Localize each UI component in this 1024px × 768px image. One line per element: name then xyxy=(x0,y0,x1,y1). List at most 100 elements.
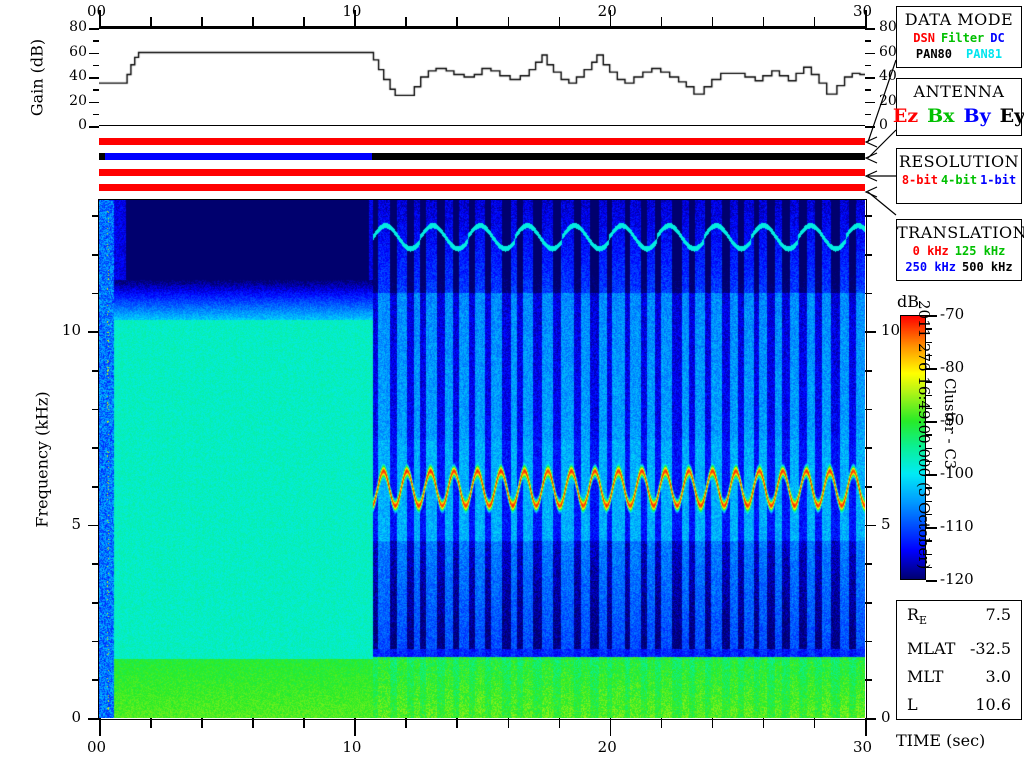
frequency-tick xyxy=(92,292,99,295)
translation-bar xyxy=(99,184,865,191)
gain-axis-title: Gain (dB) xyxy=(27,38,47,117)
frequency-label: 0 xyxy=(881,708,891,726)
time-tick-minor xyxy=(558,718,561,728)
gain-tick xyxy=(93,64,99,67)
colorbar-tick xyxy=(926,540,932,542)
time-tick-minor xyxy=(201,17,203,27)
gain-tick xyxy=(89,101,99,103)
gain-plot xyxy=(89,28,875,128)
top-time-label: 10 xyxy=(342,2,362,20)
gain-tick-label: 80 xyxy=(879,19,897,35)
colorbar-tick xyxy=(926,407,932,410)
frequency-tick xyxy=(88,718,99,720)
frequency-tick xyxy=(92,254,99,256)
legend-token: 125 kHz xyxy=(954,244,1006,258)
colorbar-tick xyxy=(926,381,932,383)
time-tick-minor xyxy=(660,718,663,728)
legend-token: PAN81 xyxy=(966,47,1003,61)
time-tick-minor xyxy=(558,17,561,27)
antenna-title: ANTENNA xyxy=(913,82,1005,101)
ephemeris-row: RE 7.5 xyxy=(897,601,1021,635)
frequency-tick xyxy=(865,408,872,411)
time-tick-major xyxy=(99,10,101,28)
legend-token: 4-bit xyxy=(940,173,978,187)
time-tick-minor xyxy=(507,718,510,728)
frequency-tick xyxy=(92,486,99,488)
bottom-time-label: 10 xyxy=(342,738,362,756)
time-tick-major xyxy=(865,718,867,736)
resolution-row-1: 8-bit 4-bit 1-bit xyxy=(897,173,1021,187)
frequency-tick xyxy=(865,331,876,333)
colorbar-tick xyxy=(926,566,932,569)
gain-tick xyxy=(865,40,871,42)
data-mode-row-2: PAN80 PAN81 xyxy=(897,47,1021,61)
frequency-tick xyxy=(92,408,99,411)
gain-tick xyxy=(865,52,875,54)
gain-tick xyxy=(865,77,875,79)
data-mode-bar xyxy=(99,138,865,145)
ephemeris-box: RE 7.5 MLAT -32.5 MLT 3.0 L 10.6 xyxy=(896,600,1022,720)
bottom-time-label: 00 xyxy=(87,738,107,756)
gain-tick-label: 80 xyxy=(69,19,87,35)
time-tick-major xyxy=(354,10,356,28)
frequency-tick xyxy=(865,718,876,720)
colorbar-tick xyxy=(926,354,932,357)
frequency-tick xyxy=(865,215,872,217)
top-time-axis xyxy=(99,10,867,28)
legend-token: 8-bit xyxy=(901,173,938,187)
time-tick-minor xyxy=(405,17,407,27)
frequency-tick xyxy=(92,640,99,643)
time-tick-minor xyxy=(150,718,152,728)
frequency-tick xyxy=(88,331,99,333)
data-mode-bar-segment xyxy=(99,138,865,145)
translation-title: TRANSLATION xyxy=(897,223,1024,242)
colorbar-tick xyxy=(926,474,937,476)
time-tick-minor xyxy=(252,17,254,27)
legend-token: 500 kHz xyxy=(962,260,1013,274)
spacecraft-label: Cluster - C3 xyxy=(941,378,959,470)
gain-tick-label: 0 xyxy=(78,117,87,133)
time-tick-minor xyxy=(762,718,765,728)
legend-token: 1-bit xyxy=(980,173,1017,187)
colorbar-tick xyxy=(926,328,932,330)
translation-bar-segment xyxy=(99,184,865,191)
gain-tick-label: 40 xyxy=(69,68,87,84)
colorbar-label: -90 xyxy=(940,411,965,429)
time-tick-minor xyxy=(303,17,305,27)
legend-token: DC xyxy=(990,31,1005,45)
colorbar-tick xyxy=(926,500,932,502)
antenna-bar-segment xyxy=(372,153,865,160)
frequency-tick xyxy=(865,486,872,488)
colorbar-label: -120 xyxy=(940,570,974,588)
legend-token: DSN xyxy=(913,31,935,45)
time-tick-minor xyxy=(711,17,714,27)
time-axis-title: TIME (sec) xyxy=(896,731,986,750)
frequency-tick xyxy=(865,524,876,527)
frequency-label: 10 xyxy=(881,321,901,340)
bottom-time-label: 20 xyxy=(597,738,617,756)
top-time-label: 20 xyxy=(597,2,617,20)
gain-tick xyxy=(89,77,99,79)
gain-tick xyxy=(93,113,99,116)
colorbar-tick xyxy=(926,487,932,489)
frequency-tick xyxy=(865,679,872,681)
colorbar-label: -80 xyxy=(940,358,965,376)
gain-tick xyxy=(89,52,99,54)
spectrogram[interactable] xyxy=(97,198,867,720)
antenna-box: ANTENNA Ez Bx By Ey xyxy=(893,78,1024,136)
gain-tick xyxy=(865,101,875,103)
legend-token: Bx xyxy=(927,105,955,127)
colorbar-tick xyxy=(926,315,937,317)
top-time-label: 30 xyxy=(853,2,873,20)
ephemeris-label: L xyxy=(907,695,918,715)
translation-box: TRANSLATION 0 kHz 125 kHz 250 kHz 500 kHz xyxy=(896,219,1024,281)
frequency-label: 0 xyxy=(71,708,81,726)
ephemeris-row: MLT 3.0 xyxy=(897,663,1021,691)
gain-tick xyxy=(865,64,871,67)
frequency-axis-title: Frequency (kHz) xyxy=(32,391,52,528)
ephemeris-row: L 10.6 xyxy=(897,691,1021,719)
time-tick-minor xyxy=(405,718,407,728)
ephemeris-label: RE xyxy=(907,605,928,628)
colorbar-tick xyxy=(926,394,932,396)
frequency-tick xyxy=(92,602,99,604)
